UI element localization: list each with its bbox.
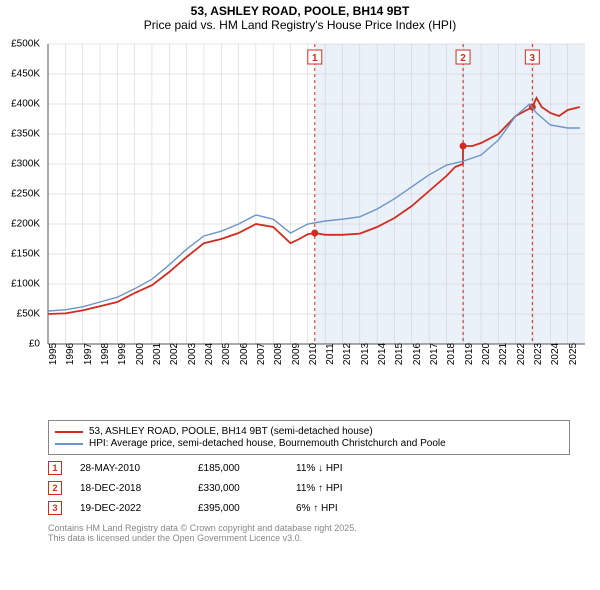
x-tick-label: 2012 xyxy=(342,343,353,365)
event-row: 1 28-MAY-2010 £185,000 11% ↓ HPI xyxy=(48,461,570,475)
legend-swatch xyxy=(55,443,83,445)
event-diff: 6% ↑ HPI xyxy=(296,503,386,514)
event-date: 18-DEC-2018 xyxy=(80,483,180,494)
x-tick-label: 2024 xyxy=(550,343,561,365)
x-tick-label: 2021 xyxy=(498,343,509,365)
x-tick-label: 2003 xyxy=(187,343,198,365)
legend-row: 53, ASHLEY ROAD, POOLE, BH14 9BT (semi-d… xyxy=(55,426,563,437)
y-tick-label: £400K xyxy=(0,99,40,110)
x-tick-label: 2018 xyxy=(446,343,457,365)
event-marker: 3 xyxy=(48,501,62,515)
event-price: £395,000 xyxy=(198,503,278,514)
x-tick-label: 2009 xyxy=(291,343,302,365)
event-diff: 11% ↑ HPI xyxy=(296,483,386,494)
y-tick-label: £450K xyxy=(0,69,40,80)
legend-label: HPI: Average price, semi-detached house,… xyxy=(89,438,446,449)
x-tick-label: 2019 xyxy=(464,343,475,365)
legend: 53, ASHLEY ROAD, POOLE, BH14 9BT (semi-d… xyxy=(48,420,570,455)
x-tick-label: 2006 xyxy=(239,343,250,365)
x-tick-label: 2022 xyxy=(516,343,527,365)
event-date: 19-DEC-2022 xyxy=(80,503,180,514)
event-date: 28-MAY-2010 xyxy=(80,463,180,474)
y-tick-label: £350K xyxy=(0,129,40,140)
event-marker: 2 xyxy=(48,481,62,495)
x-tick-label: 2020 xyxy=(481,343,492,365)
y-tick-label: £50K xyxy=(0,309,40,320)
event-diff: 11% ↓ HPI xyxy=(296,463,386,474)
x-tick-label: 2016 xyxy=(412,343,423,365)
y-tick-label: £100K xyxy=(0,279,40,290)
legend-swatch xyxy=(55,431,83,433)
events-list: 1 28-MAY-2010 £185,000 11% ↓ HPI 2 18-DEC-201… xyxy=(48,461,570,515)
x-tick-label: 1998 xyxy=(100,343,111,365)
y-tick-label: £300K xyxy=(0,159,40,170)
event-row: 2 18-DEC-2018 £330,000 11% ↑ HPI xyxy=(48,481,570,495)
x-tick-label: 2008 xyxy=(273,343,284,365)
y-tick-label: £500K xyxy=(0,39,40,50)
x-tick-label: 2001 xyxy=(152,343,163,365)
legend-row: HPI: Average price, semi-detached house,… xyxy=(55,438,563,449)
x-tick-label: 1997 xyxy=(83,343,94,365)
x-tick-label: 2010 xyxy=(308,343,319,365)
x-tick-label: 2025 xyxy=(568,343,579,365)
legend-label: 53, ASHLEY ROAD, POOLE, BH14 9BT (semi-d… xyxy=(89,426,373,437)
x-tick-label: 1996 xyxy=(65,343,76,365)
y-tick-label: £250K xyxy=(0,189,40,200)
x-tick-label: 2005 xyxy=(221,343,232,365)
y-tick-label: £150K xyxy=(0,249,40,260)
y-tick-label: £200K xyxy=(0,219,40,230)
svg-text:3: 3 xyxy=(530,53,536,64)
x-tick-label: 2007 xyxy=(256,343,267,365)
x-tick-label: 2013 xyxy=(360,343,371,365)
x-tick-label: 2011 xyxy=(325,343,336,365)
chart-subtitle: Price paid vs. HM Land Registry's House … xyxy=(0,18,600,32)
x-tick-label: 1999 xyxy=(117,343,128,365)
y-tick-label: £0 xyxy=(0,339,40,350)
chart: 1 2 3 £0 £50K £100K £150K £200K £250K £300K £350K… xyxy=(0,34,600,414)
x-tick-label: 2014 xyxy=(377,343,388,365)
event-marker: 1 xyxy=(48,461,62,475)
svg-text:2: 2 xyxy=(460,53,466,64)
event-price: £330,000 xyxy=(198,483,278,494)
x-tick-label: 2023 xyxy=(533,343,544,365)
chart-title: 53, ASHLEY ROAD, POOLE, BH14 9BT xyxy=(0,4,600,18)
footer: Contains HM Land Registry data © Crown c… xyxy=(48,523,570,543)
x-tick-label: 2002 xyxy=(169,343,180,365)
x-tick-label: 2000 xyxy=(135,343,146,365)
svg-text:1: 1 xyxy=(312,53,318,64)
footer-line-1: Contains HM Land Registry data © Crown c… xyxy=(48,523,570,533)
footer-line-2: This data is licensed under the Open Gov… xyxy=(48,533,570,543)
x-tick-label: 2015 xyxy=(394,343,405,365)
title-block: 53, ASHLEY ROAD, POOLE, BH14 9BT Price p… xyxy=(0,0,600,34)
x-tick-label: 2017 xyxy=(429,343,440,365)
x-tick-label: 1995 xyxy=(48,343,59,365)
event-row: 3 19-DEC-2022 £395,000 6% ↑ HPI xyxy=(48,501,570,515)
x-tick-label: 2004 xyxy=(204,343,215,365)
event-price: £185,000 xyxy=(198,463,278,474)
